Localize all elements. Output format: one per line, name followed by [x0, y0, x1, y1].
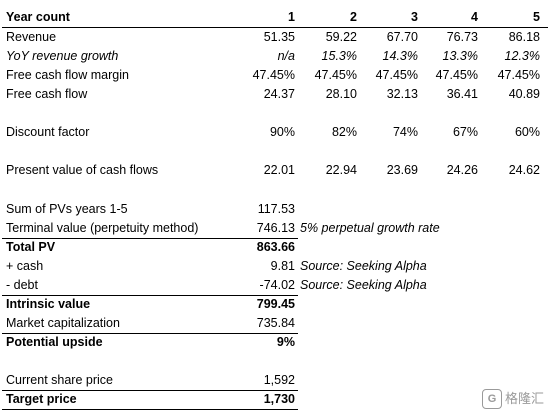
- watermark: G 格隆汇: [481, 388, 544, 410]
- fcf-y3: 32.13: [386, 87, 418, 101]
- yoy-label: YoY revenue growth: [6, 49, 119, 63]
- terminal-label: Terminal value (perpetuity method): [6, 221, 199, 235]
- intrinsic-label: Intrinsic value: [6, 297, 91, 311]
- revenue-y2: 59.22: [325, 30, 357, 44]
- yoy-y2: 15.3%: [321, 49, 357, 63]
- debt-label: - debt: [6, 278, 38, 292]
- debt-note: Source: Seeking Alpha: [300, 278, 427, 292]
- fcf-y2: 28.10: [325, 87, 357, 101]
- cash-label: + cash: [6, 259, 44, 273]
- debt-value: -74.02: [259, 278, 295, 292]
- discount-y5: 60%: [514, 125, 540, 139]
- revenue-y1: 51.35: [263, 30, 295, 44]
- total-pv-row: Total PV 863.66: [0, 238, 552, 257]
- fcf-margin-y1: 47.45%: [252, 68, 295, 82]
- fcf-label: Free cash flow: [6, 87, 88, 101]
- sum-pv-row: Sum of PVs years 1-5 117.53: [0, 200, 552, 219]
- debt-row: - debt -74.02 Source: Seeking Alpha: [0, 276, 552, 295]
- revenue-y4: 76.73: [446, 30, 478, 44]
- terminal-row: Terminal value (perpetuity method) 746.1…: [0, 219, 552, 238]
- intrinsic-divider: [2, 295, 298, 296]
- revenue-y5: 86.18: [508, 30, 540, 44]
- sum-pv-value: 117.53: [257, 202, 295, 216]
- upside-value: 9%: [276, 335, 295, 349]
- upside-label: Potential upside: [6, 335, 103, 349]
- cash-note: Source: Seeking Alpha: [300, 259, 427, 273]
- discount-y2: 82%: [331, 125, 357, 139]
- revenue-row: Revenue 51.35 59.22 67.70 76.73 86.18: [0, 28, 552, 47]
- year-2: 2: [350, 10, 357, 24]
- header-label: Year count: [6, 10, 70, 24]
- yoy-y4: 13.3%: [442, 49, 478, 63]
- year-5: 5: [533, 10, 540, 24]
- fcf-row: Free cash flow 24.37 28.10 32.13 36.41 4…: [0, 85, 552, 104]
- intrinsic-row: Intrinsic value 799.45: [0, 295, 552, 314]
- total-pv-divider: [2, 238, 298, 239]
- market-cap-label: Market capitalization: [6, 316, 120, 330]
- share-price-row: Current share price 1,592: [0, 371, 552, 390]
- pv-y5: 24.62: [508, 163, 540, 177]
- discount-label: Discount factor: [6, 125, 90, 139]
- share-price-value: 1,592: [263, 373, 295, 387]
- cash-value: 9.81: [270, 259, 295, 273]
- pv-y4: 24.26: [446, 163, 478, 177]
- total-pv-value: 863.66: [256, 240, 295, 254]
- terminal-note: 5% perpetual growth rate: [300, 221, 440, 235]
- market-cap-row: Market capitalization 735.84: [0, 314, 552, 333]
- fcf-margin-y2: 47.45%: [314, 68, 357, 82]
- yoy-y5: 12.3%: [504, 49, 540, 63]
- watermark-text: 格隆汇: [504, 391, 544, 406]
- sum-pv-label: Sum of PVs years 1-5: [6, 202, 128, 216]
- total-pv-label: Total PV: [6, 240, 56, 254]
- year-1: 1: [288, 10, 295, 24]
- discount-y1: 90%: [269, 125, 295, 139]
- yoy-row: YoY revenue growth n/a 15.3% 14.3% 13.3%…: [0, 47, 552, 66]
- pv-y3: 23.69: [386, 163, 418, 177]
- fcf-margin-row: Free cash flow margin 47.45% 47.45% 47.4…: [0, 66, 552, 85]
- yoy-y1: n/a: [277, 49, 295, 63]
- year-3: 3: [411, 10, 418, 24]
- fcf-y1: 24.37: [263, 87, 295, 101]
- target-divider: [2, 390, 298, 391]
- share-price-label: Current share price: [6, 373, 113, 387]
- fcf-y5: 40.89: [508, 87, 540, 101]
- target-row: Target price 1,730: [0, 390, 552, 409]
- revenue-label: Revenue: [6, 30, 57, 44]
- target-value: 1,730: [263, 392, 295, 406]
- pv-row: Present value of cash flows 22.01 22.94 …: [0, 161, 552, 180]
- upside-row: Potential upside 9%: [0, 333, 552, 352]
- year-4: 4: [471, 10, 478, 24]
- pv-y2: 22.94: [325, 163, 357, 177]
- intrinsic-value: 799.45: [256, 297, 295, 311]
- pv-y1: 22.01: [263, 163, 295, 177]
- fcf-margin-y3: 47.45%: [375, 68, 418, 82]
- discount-row: Discount factor 90% 82% 74% 67% 60%: [0, 123, 552, 142]
- yoy-y3: 14.3%: [382, 49, 418, 63]
- terminal-value: 746.13: [256, 221, 295, 235]
- header-row: Year count 1 2 3 4 5: [0, 8, 552, 27]
- target-bottom-divider: [2, 409, 298, 410]
- market-cap-value: 735.84: [256, 316, 295, 330]
- discount-y3: 74%: [392, 125, 418, 139]
- header-divider: [2, 27, 548, 28]
- upside-divider: [2, 333, 298, 334]
- cash-row: + cash 9.81 Source: Seeking Alpha: [0, 257, 552, 276]
- fcf-margin-label: Free cash flow margin: [6, 68, 129, 82]
- pv-label: Present value of cash flows: [6, 163, 159, 177]
- revenue-y3: 67.70: [386, 30, 418, 44]
- fcf-y4: 36.41: [446, 87, 478, 101]
- fcf-margin-y5: 47.45%: [497, 68, 540, 82]
- discount-y4: 67%: [452, 125, 478, 139]
- fcf-margin-y4: 47.45%: [435, 68, 478, 82]
- watermark-logo-icon: G: [481, 388, 502, 409]
- target-label: Target price: [6, 392, 77, 406]
